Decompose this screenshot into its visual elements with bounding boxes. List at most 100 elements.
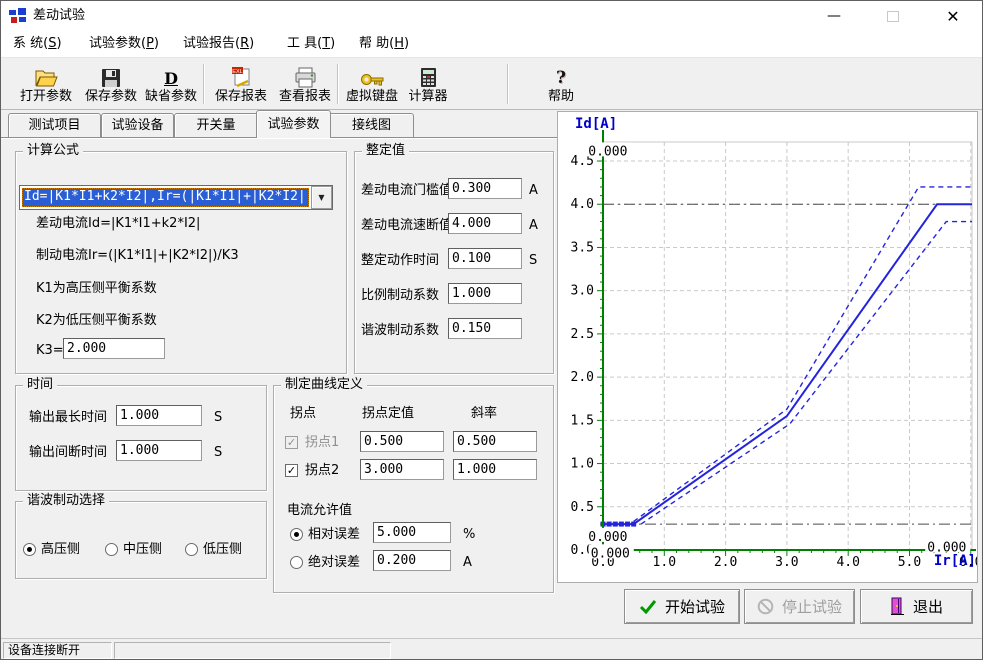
radio-label: 中压侧 xyxy=(123,542,163,557)
status-bar: 设备连接断开 xyxy=(1,638,982,659)
group-title: 谐波制动选择 xyxy=(23,493,110,509)
save-report-excel-icon: EXL xyxy=(209,60,273,88)
setting-field[interactable]: 0.300 xyxy=(448,178,522,199)
close-icon: ✕ xyxy=(946,6,960,26)
maximize-button[interactable] xyxy=(870,1,916,31)
stop-test-button[interactable]: 停止试验 xyxy=(744,589,855,624)
toolbar-button-label: 虚拟键盘 xyxy=(345,89,398,104)
button-label: 退出 xyxy=(912,598,943,616)
svg-text:1.0: 1.0 xyxy=(571,457,594,472)
knee1-slope-field[interactable]: 0.500 xyxy=(453,431,537,452)
formula-combobox[interactable]: Id=|K1*I1+k2*I2|,Ir=(|K1*I1|+|K2*I2| ▼ xyxy=(19,185,333,210)
time-label: 输出最长时间 xyxy=(29,410,108,425)
absolute-error-field[interactable]: 0.200 xyxy=(373,550,451,571)
svg-text:0.5: 0.5 xyxy=(571,500,594,515)
toolbar-save-report-button[interactable]: EXL 保存报表 xyxy=(209,60,273,107)
setting-unit: A xyxy=(529,218,538,233)
time-field[interactable]: 1.000 xyxy=(116,440,202,461)
radio-label: 绝对误差 xyxy=(308,555,361,570)
menu-system[interactable]: 系 统(S) xyxy=(13,36,62,51)
knee1-setpoint-field[interactable]: 0.500 xyxy=(360,431,444,452)
minimize-button[interactable]: — xyxy=(811,1,857,31)
tab-test-parameters[interactable]: 试验参数 xyxy=(256,110,331,138)
toolbar-help-button[interactable]: ? 帮助 xyxy=(537,60,585,107)
radio-high-voltage-side[interactable] xyxy=(23,543,36,556)
toolbar-button-label: 帮助 xyxy=(547,89,574,104)
start-test-button[interactable]: 开始试验 xyxy=(624,589,740,624)
group-title: 整定值 xyxy=(362,143,410,159)
toolbar-save-params-button[interactable]: 保存参数 xyxy=(79,60,143,107)
calculator-icon xyxy=(399,60,457,88)
toolbar-virtual-keyboard-button[interactable]: 虚拟键盘 xyxy=(341,60,403,107)
group-curve-definition: 制定曲线定义 xyxy=(273,377,554,593)
radio-low-voltage-side[interactable] xyxy=(185,543,198,556)
toolbar-button-label: 缺省参数 xyxy=(144,89,197,104)
chevron-down-icon[interactable]: ▼ xyxy=(311,186,332,209)
svg-text:1.0: 1.0 xyxy=(653,555,676,570)
toolbar-button-label: 查看报表 xyxy=(278,89,331,104)
radio-relative-error[interactable] xyxy=(290,528,303,541)
knee2-setpoint-field[interactable]: 3.000 xyxy=(360,459,444,480)
svg-text:6.0: 6.0 xyxy=(959,555,977,570)
svg-text:2.5: 2.5 xyxy=(571,327,594,342)
group-title: 计算公式 xyxy=(23,143,84,159)
group-time: 时间 xyxy=(15,377,267,491)
button-label: 停止试验 xyxy=(781,598,842,616)
menu-tools[interactable]: 工 具(T) xyxy=(287,36,336,51)
toolbar-default-params-button[interactable]: D 缺省参数 xyxy=(139,60,203,107)
relative-error-field[interactable]: 5.000 xyxy=(373,522,451,543)
toolbar-button-label: 保存参数 xyxy=(84,89,137,104)
toolbar-calculator-button[interactable]: 计算器 xyxy=(399,60,457,107)
knee1-checkbox[interactable]: ✓ xyxy=(285,436,298,449)
title-bar: 差动试验 — ✕ xyxy=(1,1,982,31)
toolbar-separator xyxy=(337,64,339,104)
setting-field[interactable]: 4.000 xyxy=(448,213,522,234)
tab-wiring-diagram[interactable]: 接线图 xyxy=(329,113,414,137)
formula-line: 制动电流Ir=(|K1*I1|+|K2*I2|)/K3 xyxy=(36,248,239,263)
time-field[interactable]: 1.000 xyxy=(116,405,202,426)
setting-field[interactable]: 0.150 xyxy=(448,318,522,339)
knee2-checkbox[interactable]: ✓ xyxy=(285,464,298,477)
tab-test-equipment[interactable]: 试验设备 xyxy=(101,113,174,137)
tab-switch-values[interactable]: 开关量 xyxy=(174,113,258,137)
tolerance-title: 电流允许值 xyxy=(287,503,353,518)
setting-field[interactable]: 0.100 xyxy=(448,248,522,269)
svg-text:3.5: 3.5 xyxy=(571,240,594,255)
setting-label: 差动电流门槛值 xyxy=(361,183,453,198)
close-button[interactable]: ✕ xyxy=(930,1,976,31)
svg-text:4.0: 4.0 xyxy=(836,555,859,570)
window-title: 差动试验 xyxy=(33,8,86,23)
setting-label: 谐波制动系数 xyxy=(361,323,440,338)
menu-help[interactable]: 帮 助(H) xyxy=(359,36,410,51)
app-logo-icon xyxy=(9,8,26,23)
radio-absolute-error[interactable] xyxy=(290,556,303,569)
radio-label: 高压侧 xyxy=(41,542,81,557)
svg-text:2.0: 2.0 xyxy=(714,555,737,570)
group-calculation-formula: 计算公式 xyxy=(15,143,347,374)
k3-field[interactable]: 2.000 xyxy=(63,338,165,359)
maximize-icon xyxy=(887,10,899,22)
svg-text:3.0: 3.0 xyxy=(571,284,594,299)
radio-medium-voltage-side[interactable] xyxy=(105,543,118,556)
svg-text:0.0: 0.0 xyxy=(591,555,614,570)
time-unit: S xyxy=(214,445,223,460)
svg-text:4.5: 4.5 xyxy=(571,154,594,169)
virtual-keyboard-key-icon xyxy=(341,60,403,88)
curve-header-slope: 斜率 xyxy=(471,406,498,421)
toolbar-separator xyxy=(203,64,205,104)
help-question-icon: ? xyxy=(556,68,566,88)
check-icon xyxy=(639,600,657,614)
exit-button[interactable]: 退出 xyxy=(860,589,973,624)
svg-text:0.000: 0.000 xyxy=(588,144,627,159)
tolerance-unit: % xyxy=(463,527,476,542)
toolbar-open-params-button[interactable]: 打开参数 xyxy=(13,60,79,107)
knee2-slope-field[interactable]: 1.000 xyxy=(453,459,537,480)
menu-report[interactable]: 试验报告(R) xyxy=(183,36,255,51)
setting-field[interactable]: 1.000 xyxy=(448,283,522,304)
toolbar-view-report-button[interactable]: 查看报表 xyxy=(273,60,337,107)
status-panel-empty xyxy=(114,642,391,659)
tab-test-items[interactable]: 测试项目 xyxy=(8,113,101,137)
svg-text:5.0: 5.0 xyxy=(898,555,921,570)
menu-parameters[interactable]: 试验参数(P) xyxy=(89,36,159,51)
